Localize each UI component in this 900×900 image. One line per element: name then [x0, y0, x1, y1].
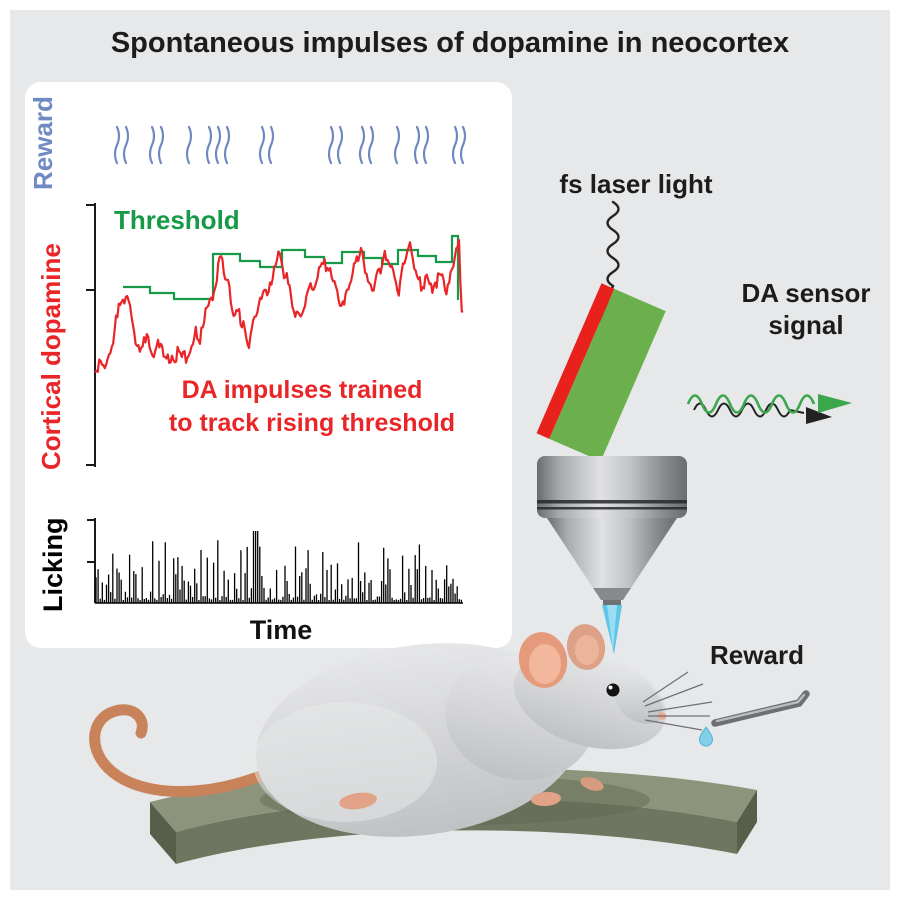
mouse-hind-foot — [339, 792, 377, 810]
reward-tick — [122, 125, 130, 165]
signal-wave-green — [686, 394, 816, 414]
dopamine-axis — [86, 203, 96, 467]
objective — [537, 456, 687, 605]
sensor-signal-label-line2: signal — [768, 310, 843, 340]
reward-tick — [393, 125, 401, 165]
reward-tick — [223, 125, 231, 165]
objective-band-2 — [537, 507, 687, 510]
mouse — [89, 624, 713, 837]
licking-axis-label: Licking — [38, 517, 68, 612]
reward-tick — [113, 125, 121, 165]
scene: fs laser light DA sensor signal — [89, 169, 871, 864]
threshold-label: Threshold — [114, 205, 240, 235]
platform-left-edge — [150, 802, 176, 864]
mouse-ear-front-inner — [529, 644, 561, 684]
mouse-ears — [518, 624, 606, 688]
reward-tick — [157, 125, 165, 165]
signal-arrowhead-black — [806, 407, 832, 424]
mouse-feet — [339, 777, 604, 810]
reward-tick — [367, 125, 375, 165]
reward-droplet — [698, 726, 714, 747]
mouse-tail — [89, 704, 316, 798]
dopamine-annotation-line2: to track rising threshold — [169, 409, 455, 437]
dopamine-annotation-line1: DA impulses trained — [182, 376, 423, 404]
reward-tick — [336, 125, 344, 165]
title: Spontaneous impulses of dopamine in neoc… — [111, 27, 789, 59]
panel-card — [25, 82, 512, 648]
objective-tip-end — [603, 600, 621, 605]
reward-tick — [214, 125, 222, 165]
sensor-green-layer — [549, 288, 666, 462]
objective-cone — [547, 518, 677, 588]
licking-axis — [87, 518, 96, 603]
dopamine-trace — [94, 238, 464, 374]
plot-panel: Reward Threshold DA impulses trained to … — [25, 82, 512, 648]
reward-tick — [148, 125, 156, 165]
reward-spout — [698, 690, 810, 747]
sensor-red-layer — [536, 283, 615, 439]
reward-tick — [327, 125, 335, 165]
signal-arrowhead-green — [818, 394, 852, 413]
time-axis-label: Time — [250, 615, 313, 645]
mouse-front-paw-2 — [580, 777, 604, 791]
reward-tick — [258, 125, 266, 165]
laser-wave-arrow — [606, 200, 620, 298]
light-beam — [602, 605, 622, 654]
objective-tip — [593, 588, 631, 600]
mouse-eye — [606, 683, 620, 697]
reward-scene-label: Reward — [710, 640, 804, 670]
laser-label: fs laser light — [559, 169, 712, 199]
sensor-signal-label-line1: DA sensor — [741, 278, 870, 308]
reward-tick — [267, 125, 275, 165]
reward-tick — [358, 125, 366, 165]
reward-tick — [459, 125, 467, 165]
spout-highlight — [715, 693, 806, 723]
mouse-ear-back-inner — [575, 635, 599, 665]
reward-tick — [422, 125, 430, 165]
reward-tick — [451, 125, 459, 165]
reward-tick — [185, 125, 193, 165]
licking-trace — [95, 531, 463, 603]
reward-raster — [113, 125, 467, 165]
mouse-front-paw — [531, 791, 561, 807]
reward-axis-label: Reward — [28, 96, 58, 190]
mouse-rump-highlight — [253, 702, 437, 822]
objective-band-1 — [537, 500, 687, 504]
mouse-eye-glint — [608, 685, 613, 690]
beam-core — [607, 605, 617, 650]
mouse-whiskers — [642, 671, 713, 731]
reward-tick — [413, 125, 421, 165]
dopamine-axis-label: Cortical dopamine — [36, 243, 66, 470]
mouse-snout — [613, 668, 664, 724]
reward-tick — [205, 125, 213, 165]
platform-right-edge — [737, 790, 757, 854]
